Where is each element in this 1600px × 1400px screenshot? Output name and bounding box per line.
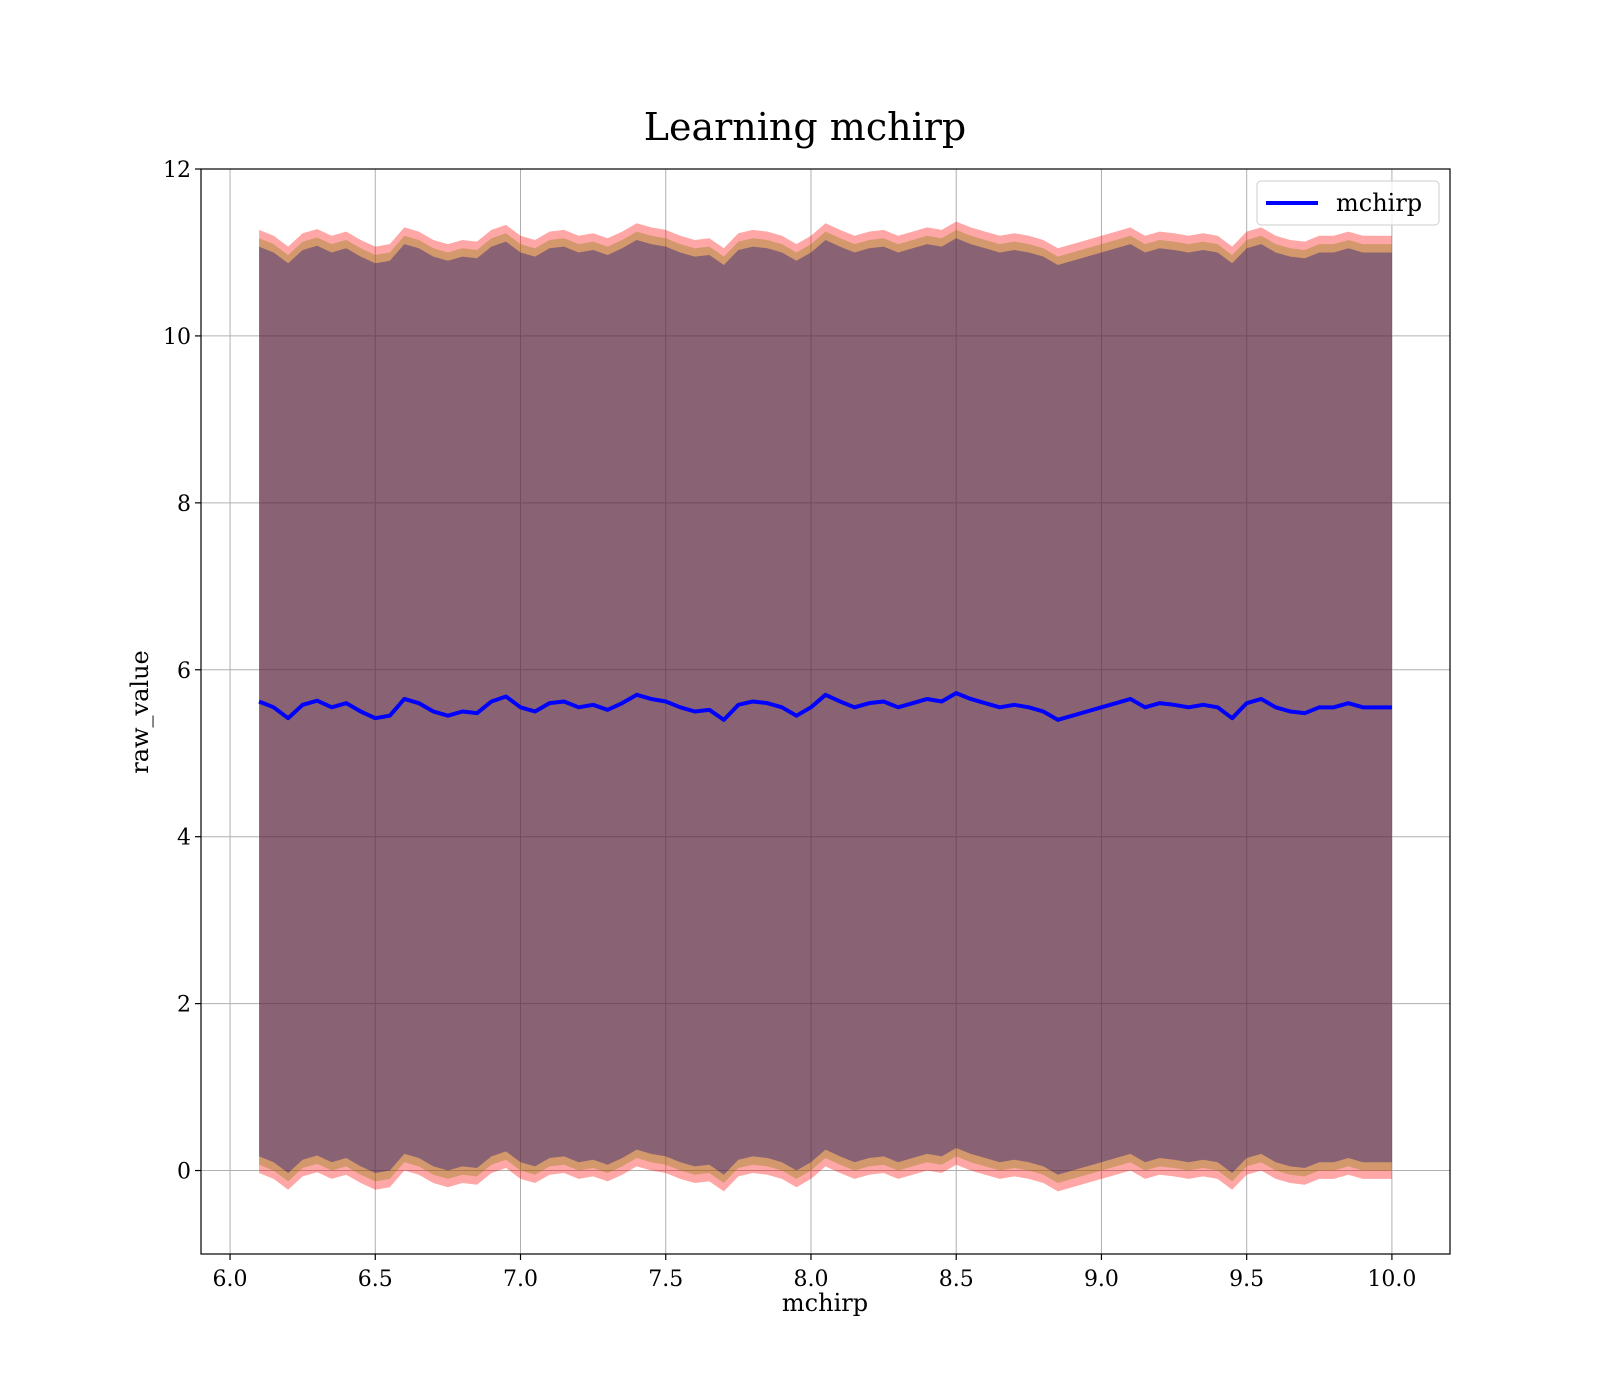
x-tick-label: 7.0: [503, 1267, 538, 1292]
y-axis-label: raw_value: [126, 650, 154, 774]
y-tick-label: 2: [177, 993, 191, 1018]
x-tick-label: 7.5: [648, 1267, 683, 1292]
series-lines: [258, 691, 1392, 722]
x-tick-label: 10.0: [1367, 1267, 1416, 1292]
x-tick-label: 8.5: [939, 1267, 974, 1292]
x-tick-label: 8.0: [793, 1267, 828, 1292]
y-axis-ticks: 0 2 4 6 8 10 12: [163, 158, 201, 1185]
chart-title: Learning mchirp: [644, 105, 966, 149]
y-tick-label: 4: [177, 826, 191, 851]
x-axis-label: mchirp: [782, 1289, 868, 1317]
y-tick-label: 6: [177, 659, 191, 684]
confidence-bands: [259, 221, 1392, 1192]
y-tick-label: 10: [163, 325, 191, 350]
legend: mchirp: [1256, 180, 1440, 226]
y-tick-label: 0: [177, 1160, 191, 1185]
x-tick-label: 6.5: [358, 1267, 393, 1292]
confidence-band: [259, 238, 1392, 1175]
y-tick-label: 8: [177, 492, 191, 517]
series-line: [258, 691, 1392, 722]
confidence-band: [259, 229, 1392, 1184]
legend-box: [1256, 180, 1440, 226]
x-tick-label: 9.5: [1229, 1267, 1264, 1292]
x-tick-label: 9.0: [1084, 1267, 1119, 1292]
grid: [201, 168, 1450, 1254]
plot-frame: [200, 168, 1451, 1255]
x-axis-ticks: 6.0 6.5 7.0 7.5 8.0 8.5 9.0 9.5 10.0: [213, 1254, 1416, 1292]
y-tick-label: 12: [163, 158, 191, 183]
confidence-band: [259, 221, 1392, 1192]
x-tick-label: 6.0: [213, 1267, 248, 1292]
legend-label: mchirp: [1336, 189, 1422, 217]
